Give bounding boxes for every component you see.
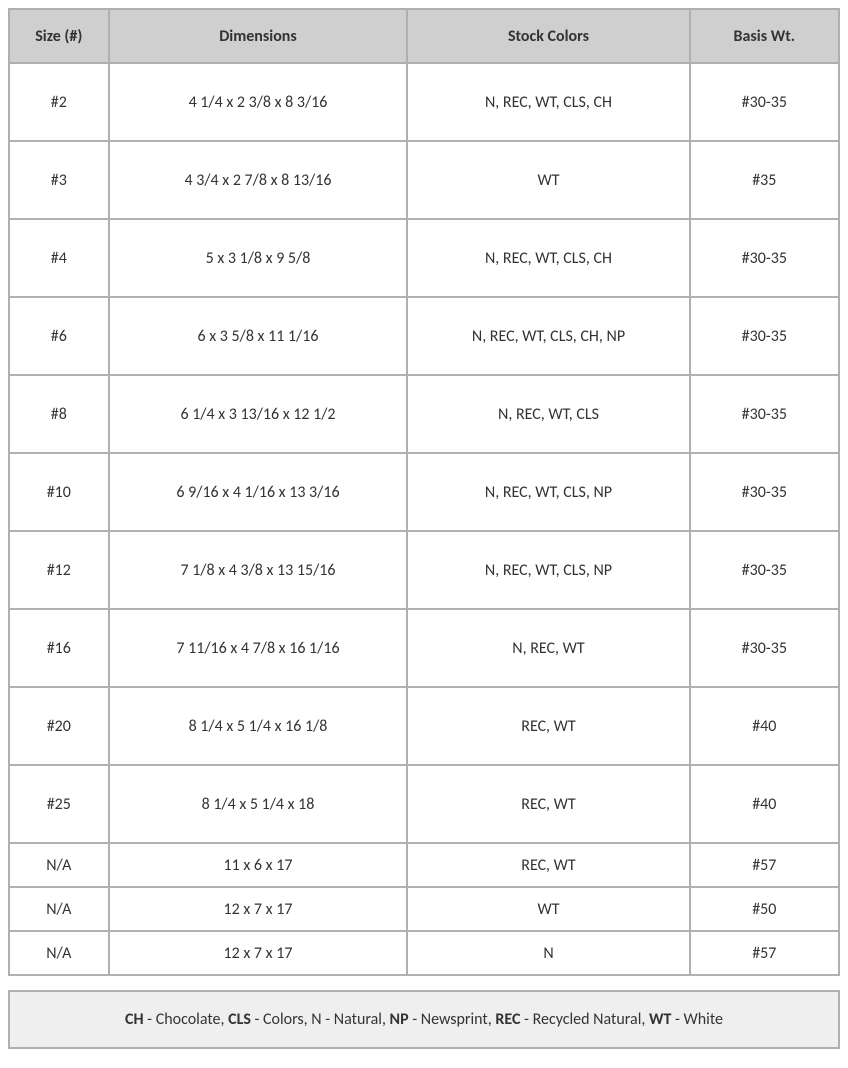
- table-row: #34 3/4 x 2 7/8 x 8 13/16WT#35: [9, 141, 839, 219]
- cell-size: #10: [9, 453, 109, 531]
- cell-size: N/A: [9, 843, 109, 887]
- cell-dimensions: 7 11/16 x 4 7/8 x 16 1/16: [109, 609, 408, 687]
- cell-dimensions: 12 x 7 x 17: [109, 931, 408, 975]
- legend-box: CH - Chocolate, CLS - Colors, N - Natura…: [8, 990, 840, 1049]
- cell-basis: #57: [690, 843, 839, 887]
- cell-dimensions: 11 x 6 x 17: [109, 843, 408, 887]
- cell-basis: #30-35: [690, 375, 839, 453]
- cell-dimensions: 4 1/4 x 2 3/8 x 8 3/16: [109, 63, 408, 141]
- cell-size: #2: [9, 63, 109, 141]
- legend-abbr: CLS: [228, 1010, 251, 1029]
- cell-colors: REC, WT: [407, 765, 689, 843]
- column-header: Size (#): [9, 9, 109, 63]
- cell-dimensions: 6 x 3 5/8 x 11 1/16: [109, 297, 408, 375]
- cell-dimensions: 8 1/4 x 5 1/4 x 16 1/8: [109, 687, 408, 765]
- legend-desc: - Recycled Natural: [520, 1010, 641, 1029]
- column-header: Stock Colors: [407, 9, 689, 63]
- cell-size: #6: [9, 297, 109, 375]
- legend-abbr: REC: [495, 1010, 520, 1029]
- cell-basis: #40: [690, 765, 839, 843]
- cell-colors: N, REC, WT, CLS: [407, 375, 689, 453]
- cell-size: #16: [9, 609, 109, 687]
- cell-size: #8: [9, 375, 109, 453]
- cell-size: #12: [9, 531, 109, 609]
- table-row: #66 x 3 5/8 x 11 1/16N, REC, WT, CLS, CH…: [9, 297, 839, 375]
- cell-colors: N, REC, WT: [407, 609, 689, 687]
- cell-basis: #30-35: [690, 531, 839, 609]
- cell-basis: #30-35: [690, 609, 839, 687]
- cell-dimensions: 7 1/8 x 4 3/8 x 13 15/16: [109, 531, 408, 609]
- table-row: N/A11 x 6 x 17REC, WT#57: [9, 843, 839, 887]
- column-header: Dimensions: [109, 9, 408, 63]
- legend-desc: - Newsprint: [409, 1010, 488, 1029]
- legend-desc: - White: [671, 1010, 723, 1029]
- cell-dimensions: 6 1/4 x 3 13/16 x 12 1/2: [109, 375, 408, 453]
- cell-dimensions: 8 1/4 x 5 1/4 x 18: [109, 765, 408, 843]
- legend-abbr: NP: [390, 1010, 409, 1029]
- cell-colors: REC, WT: [407, 687, 689, 765]
- legend-desc: - Chocolate: [144, 1010, 221, 1029]
- cell-size: #25: [9, 765, 109, 843]
- cell-basis: #30-35: [690, 453, 839, 531]
- cell-colors: WT: [407, 141, 689, 219]
- cell-basis: #57: [690, 931, 839, 975]
- table-row: N/A12 x 7 x 17WT#50: [9, 887, 839, 931]
- cell-basis: #30-35: [690, 297, 839, 375]
- cell-colors: N: [407, 931, 689, 975]
- column-header: Basis Wt.: [690, 9, 839, 63]
- cell-dimensions: 5 x 3 1/8 x 9 5/8: [109, 219, 408, 297]
- cell-basis: #35: [690, 141, 839, 219]
- cell-size: N/A: [9, 931, 109, 975]
- table-row: #258 1/4 x 5 1/4 x 18REC, WT#40: [9, 765, 839, 843]
- legend-abbr: CH: [125, 1010, 144, 1029]
- table-header-row: Size (#)DimensionsStock ColorsBasis Wt.: [9, 9, 839, 63]
- cell-dimensions: 6 9/16 x 4 1/16 x 13 3/16: [109, 453, 408, 531]
- table-row: N/A12 x 7 x 17N#57: [9, 931, 839, 975]
- cell-colors: REC, WT: [407, 843, 689, 887]
- cell-colors: WT: [407, 887, 689, 931]
- cell-basis: #30-35: [690, 219, 839, 297]
- table-row: #127 1/8 x 4 3/8 x 13 15/16N, REC, WT, C…: [9, 531, 839, 609]
- table-row: #208 1/4 x 5 1/4 x 16 1/8REC, WT#40: [9, 687, 839, 765]
- cell-dimensions: 12 x 7 x 17: [109, 887, 408, 931]
- cell-size: N/A: [9, 887, 109, 931]
- legend-desc: - Natural: [322, 1010, 382, 1029]
- legend-desc: - Colors: [251, 1010, 304, 1029]
- cell-colors: N, REC, WT, CLS, CH, NP: [407, 297, 689, 375]
- cell-colors: N, REC, WT, CLS, CH: [407, 219, 689, 297]
- cell-colors: N, REC, WT, CLS, NP: [407, 531, 689, 609]
- cell-size: #3: [9, 141, 109, 219]
- table-row: #167 11/16 x 4 7/8 x 16 1/16N, REC, WT#3…: [9, 609, 839, 687]
- cell-size: #20: [9, 687, 109, 765]
- spec-table: Size (#)DimensionsStock ColorsBasis Wt. …: [8, 8, 840, 976]
- legend-abbr: WT: [649, 1010, 671, 1029]
- cell-size: #4: [9, 219, 109, 297]
- cell-dimensions: 4 3/4 x 2 7/8 x 8 13/16: [109, 141, 408, 219]
- legend-abbr: N: [311, 1010, 321, 1029]
- table-row: #45 x 3 1/8 x 9 5/8N, REC, WT, CLS, CH#3…: [9, 219, 839, 297]
- cell-basis: #30-35: [690, 63, 839, 141]
- cell-basis: #50: [690, 887, 839, 931]
- cell-basis: #40: [690, 687, 839, 765]
- cell-colors: N, REC, WT, CLS, CH: [407, 63, 689, 141]
- table-row: #24 1/4 x 2 3/8 x 8 3/16N, REC, WT, CLS,…: [9, 63, 839, 141]
- cell-colors: N, REC, WT, CLS, NP: [407, 453, 689, 531]
- table-row: #86 1/4 x 3 13/16 x 12 1/2N, REC, WT, CL…: [9, 375, 839, 453]
- table-row: #106 9/16 x 4 1/16 x 13 3/16N, REC, WT, …: [9, 453, 839, 531]
